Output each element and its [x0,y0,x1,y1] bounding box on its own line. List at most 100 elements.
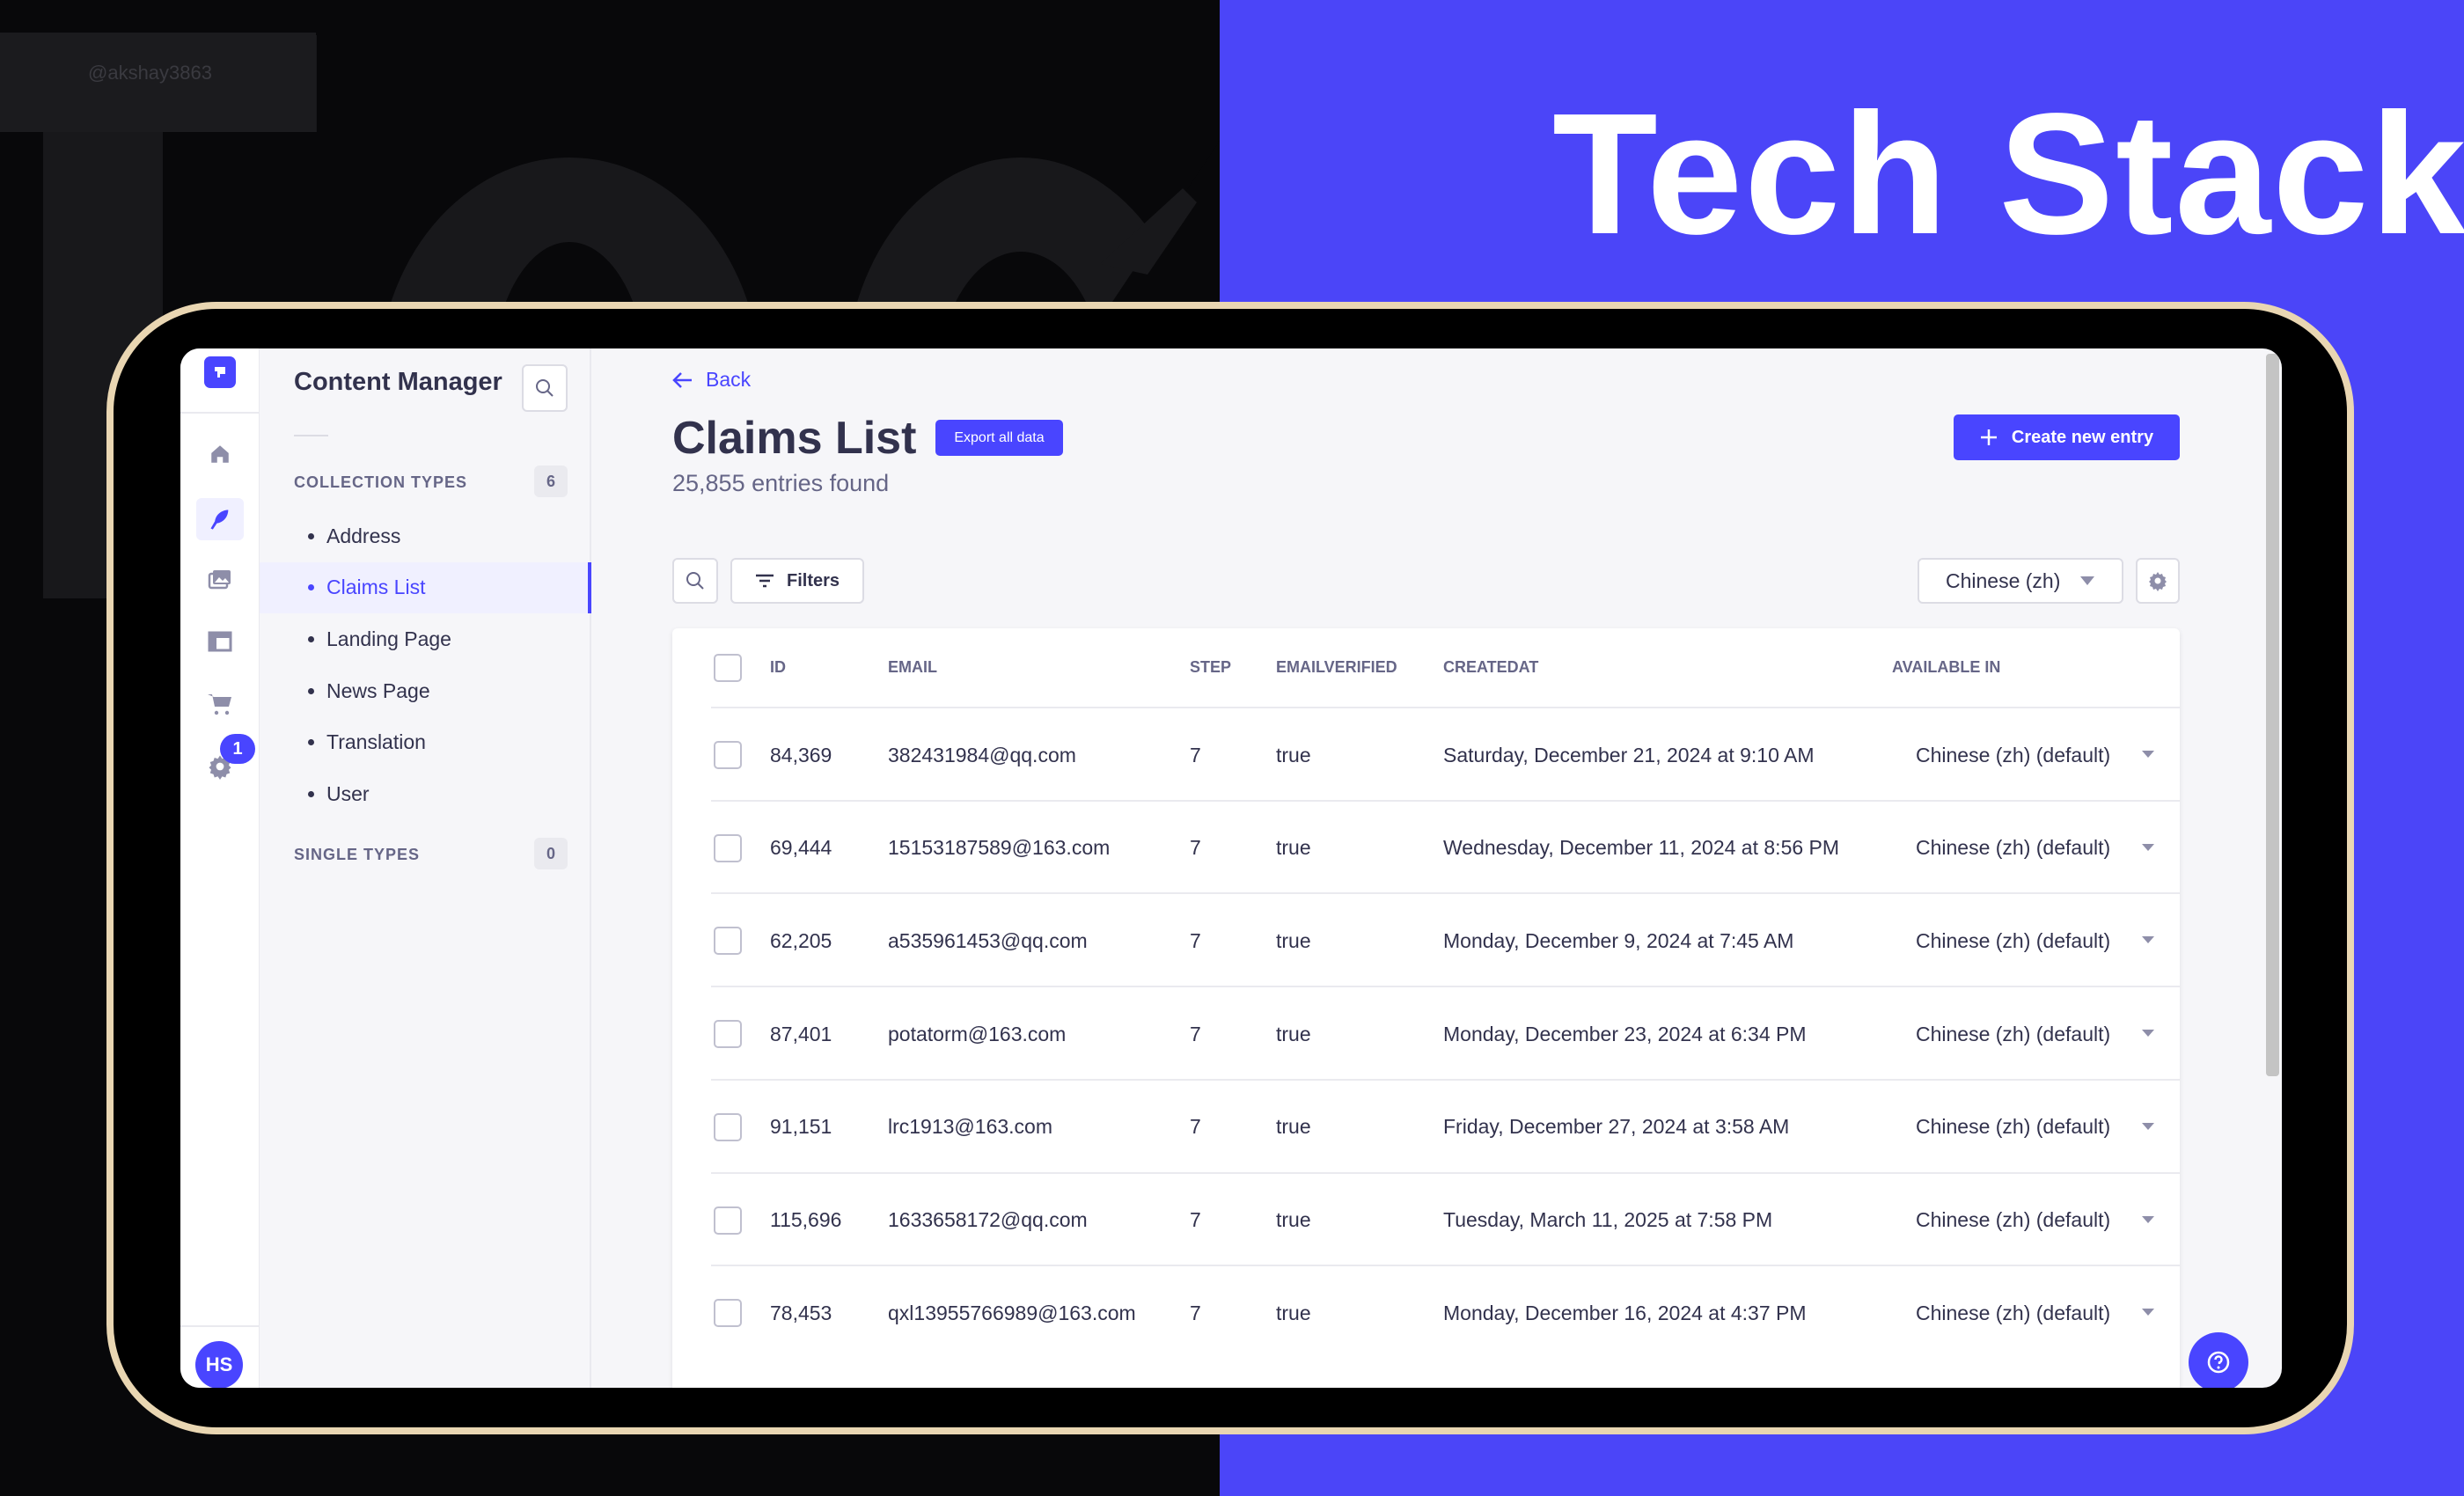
caret-down-icon[interactable] [2141,1029,2155,1038]
sidebar-item-user[interactable]: User [260,769,591,820]
locale-select[interactable]: Chinese (zh) [1918,558,2123,604]
cell-emailverified: true [1276,836,1311,860]
logo-icon[interactable] [204,356,236,388]
banner-title: Tech Stack [1552,77,2464,270]
cell-available-in: Chinese (zh) (default) [1916,928,2111,952]
collection-count-badge: 6 [534,466,568,497]
image-icon[interactable] [202,561,238,597]
row-checkbox[interactable] [714,1112,742,1141]
bullet [308,584,314,591]
table-row[interactable]: 115,696 1633658172@qq.com 7 true Tuesday, Ma… [711,1171,2180,1265]
help-button[interactable] [2189,1332,2248,1388]
cell-email: qxl13955766989@163.com [888,1301,1136,1324]
column-header-available-in[interactable]: AVAILABLE IN [1892,658,2001,676]
table-row[interactable]: 91,151 lrc1913@163.com 7 true Friday, Decemb… [711,1078,2180,1172]
table-search-button[interactable] [672,558,718,604]
sidebar-item-translation[interactable]: Translation [260,717,591,768]
table-row[interactable]: 62,205 a535961453@qq.com 7 true Monday, Dece… [711,892,2180,986]
bullet [308,687,314,694]
table-row[interactable]: 84,369 382431984@qq.com 7 true Saturday, Dec… [711,707,2180,800]
column-header-createdat[interactable]: CREATEDAT [1443,658,1539,676]
row-checkbox[interactable] [714,1206,742,1235]
caret-down-icon[interactable] [2141,1215,2155,1224]
divider [180,412,260,414]
collection-types-label: COLLECTION TYPES [294,473,468,491]
table-row[interactable]: 78,453 qxl13955766989@163.com 7 true Monday,… [711,1265,2180,1358]
filters-button[interactable]: Filters [730,558,864,604]
column-header-emailverified[interactable]: EMAILVERIFIED [1276,658,1397,676]
cell-emailverified: true [1276,1301,1311,1324]
search-icon [686,572,704,590]
cell-emailverified: true [1276,928,1311,952]
page-title: Claims List [672,413,917,464]
row-checkbox[interactable] [714,833,742,862]
sidebar-title: Content Manager [294,368,502,396]
sidebar-item-label: Claims List [326,576,426,599]
sidebar-item-label: News Page [326,678,430,702]
caret-down-icon[interactable] [2141,1308,2155,1316]
sidebar-item-label: Address [326,524,401,547]
sidebar-item-label: Translation [326,730,426,754]
export-all-button[interactable]: Export all data [935,420,1063,456]
app-screen: 1 HS Content Manager COLLECTION TYPES 6 … [180,348,2282,1388]
watermark: @akshay3863 [88,62,212,84]
scrollbar[interactable] [2266,354,2279,1076]
cell-step: 7 [1190,836,1201,860]
cell-step: 7 [1190,1022,1201,1045]
cell-id: 91,151 [770,1115,832,1139]
back-link[interactable]: Back [672,368,751,392]
plus-icon [1980,429,1997,445]
divider [180,1325,260,1327]
column-header-step[interactable]: STEP [1190,658,1232,676]
cell-id: 78,453 [770,1301,832,1324]
create-label: Create new entry [2011,427,2154,447]
cell-available-in: Chinese (zh) (default) [1916,1301,2111,1324]
gear-icon [2149,572,2167,591]
cell-email: 382431984@qq.com [888,743,1076,766]
cell-step: 7 [1190,1208,1201,1231]
layout-icon[interactable] [202,624,238,659]
avatar[interactable]: HS [195,1341,243,1388]
home-icon[interactable] [202,436,238,472]
watermark-box [0,33,316,132]
cell-email: 1633658172@qq.com [888,1208,1088,1231]
column-header-id[interactable]: ID [770,658,786,676]
cell-emailverified: true [1276,1115,1311,1139]
cart-icon[interactable] [202,686,238,722]
single-types-label: SINGLE TYPES [294,846,421,863]
table-row[interactable]: 87,401 potatorm@163.com 7 true Monday, Decem… [711,986,2180,1079]
sidebar-item-address[interactable]: Address [260,510,591,561]
content-sidebar: Content Manager COLLECTION TYPES 6 Addre… [260,348,591,1388]
select-all-checkbox[interactable] [714,654,742,682]
cell-createdat: Wednesday, December 11, 2024 at 8:56 PM [1443,836,1840,860]
row-checkbox[interactable] [714,1299,742,1328]
cell-email: lrc1913@163.com [888,1115,1052,1139]
cell-id: 84,369 [770,743,832,766]
row-checkbox[interactable] [714,927,742,956]
column-header-email[interactable]: EMAIL [888,658,937,676]
cell-createdat: Monday, December 9, 2024 at 7:45 AM [1443,928,1794,952]
cell-step: 7 [1190,1301,1201,1324]
row-checkbox[interactable] [714,741,742,769]
bullet [308,532,314,539]
sidebar-item-news-page[interactable]: News Page [260,665,591,716]
sidebar-item-landing-page[interactable]: Landing Page [260,613,591,664]
caret-down-icon[interactable] [2141,750,2155,759]
table-row[interactable]: 69,444 15153187589@163.com 7 true Wednesday,… [711,799,2180,893]
divider [294,435,328,436]
caret-down-icon[interactable] [2141,843,2155,852]
create-new-entry-button[interactable]: Create new entry [1954,414,2180,460]
gear-icon[interactable] [202,749,238,784]
caret-down-icon[interactable] [2141,935,2155,944]
bullet [308,739,314,746]
cell-step: 7 [1190,1115,1201,1139]
bullet [308,791,314,797]
view-settings-button[interactable] [2136,558,2180,604]
row-checkbox[interactable] [714,1020,742,1049]
caret-down-icon[interactable] [2141,1122,2155,1131]
sidebar-item-claims-list[interactable]: Claims List [260,561,591,613]
feather-icon[interactable] [196,498,244,540]
cell-emailverified: true [1276,1208,1311,1231]
sidebar-search-button[interactable] [522,364,568,412]
sidebar-item-label: Landing Page [326,627,451,650]
